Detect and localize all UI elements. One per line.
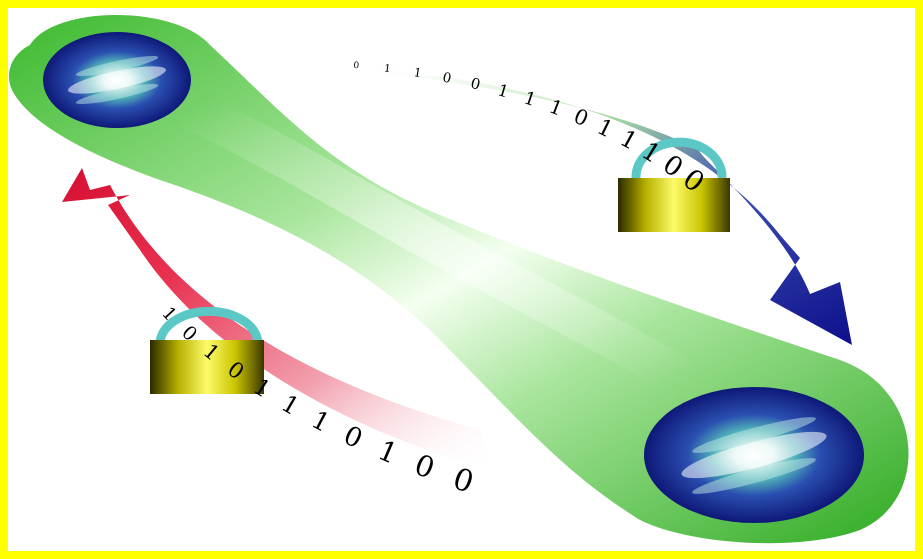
entangled-particle-icon-upper xyxy=(43,32,191,128)
binary-digit: 1 xyxy=(413,65,423,80)
padlock-icon-lower xyxy=(150,306,264,394)
binary-digit: 0 xyxy=(469,75,482,94)
binary-digit: 1 xyxy=(496,80,511,101)
binary-digit: 0 xyxy=(353,61,360,72)
entangled-particle-icon-lower xyxy=(644,387,864,523)
binary-digit: 1 xyxy=(383,62,391,75)
red-arrow-icon xyxy=(62,168,490,470)
tube-highlight xyxy=(141,71,731,418)
binary-digit: 0 xyxy=(441,71,452,87)
blue-arrow-icon xyxy=(350,66,852,345)
padlock-icon-upper xyxy=(618,137,730,232)
